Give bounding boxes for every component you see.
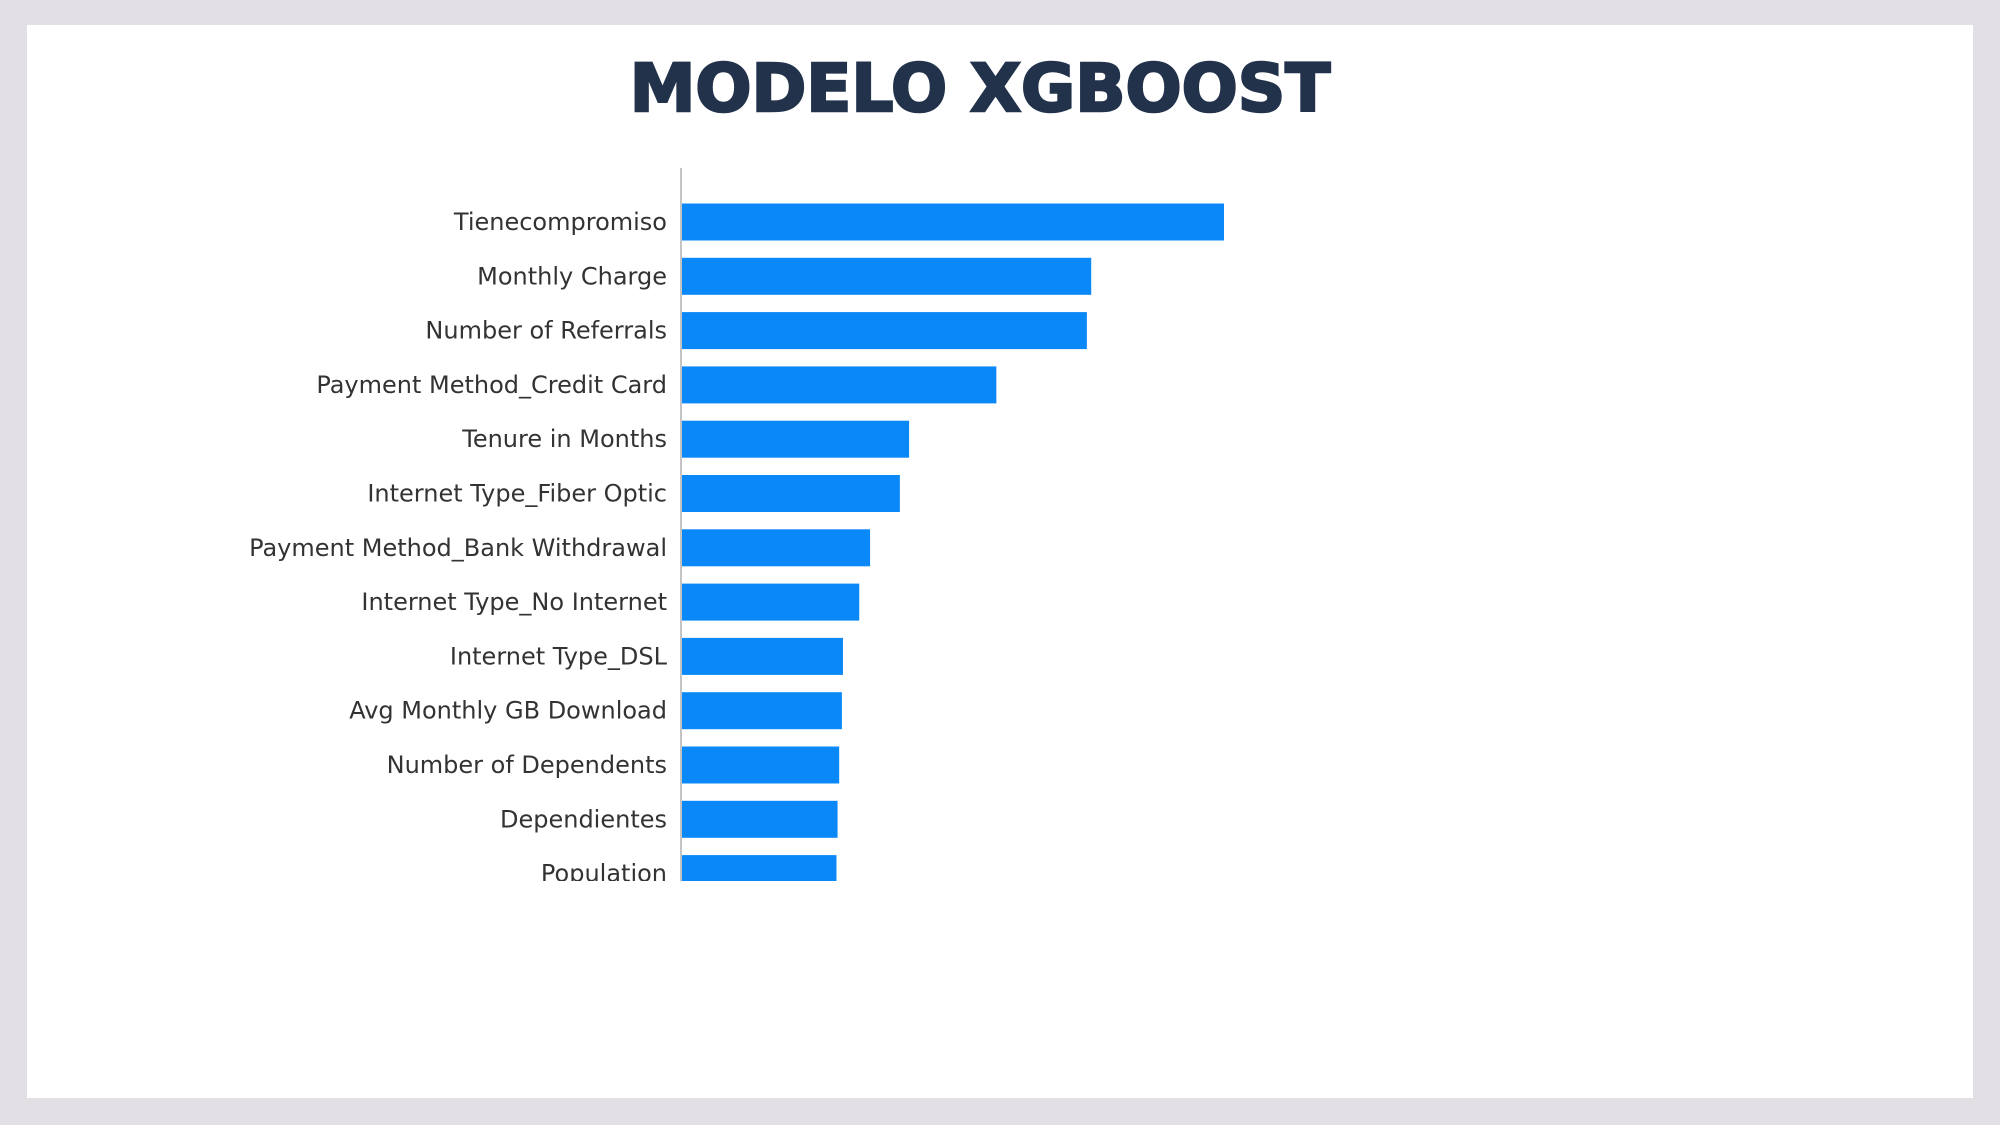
bar-9 (682, 692, 842, 730)
bar-7 (682, 583, 860, 621)
bar-1 (682, 257, 1092, 295)
y-tick-label: Tienecompromiso (453, 208, 667, 236)
y-tick-label: Tenure in Months (461, 425, 667, 453)
y-tick-label: Dependientes (500, 805, 667, 833)
y-tick-label: Internet Type_No Internet (361, 588, 667, 616)
bar-5 (682, 475, 900, 512)
bar-3 (682, 366, 997, 404)
bar-0 (682, 203, 1224, 241)
bar-11 (682, 800, 838, 838)
bar-4 (682, 420, 910, 458)
slide-title: MODELO XGBOOST (628, 49, 1331, 129)
y-tick-label: Internet Type_DSL (450, 642, 668, 670)
y-tick-label: Number of Dependents (387, 751, 667, 779)
y-tick-label: Internet Type_Fiber Optic (367, 480, 667, 508)
bar-8 (682, 637, 843, 675)
plot-area: Tienecompromiso Monthly Charge Number of R… (249, 168, 1224, 888)
y-tick-label: Population (541, 860, 667, 888)
y-tick-label: Payment Method_Credit Card (316, 371, 667, 399)
y-tick-label: Monthly Charge (477, 262, 667, 290)
y-tick-label: Number of Referrals (425, 317, 667, 345)
bar-6 (682, 529, 871, 567)
bar-12 (682, 855, 837, 881)
bar-10 (682, 746, 840, 784)
y-tick-label: Avg Monthly GB Download (349, 697, 667, 725)
bar-2 (682, 312, 1087, 350)
y-tick-label: Payment Method_Bank Withdrawal (249, 534, 667, 562)
